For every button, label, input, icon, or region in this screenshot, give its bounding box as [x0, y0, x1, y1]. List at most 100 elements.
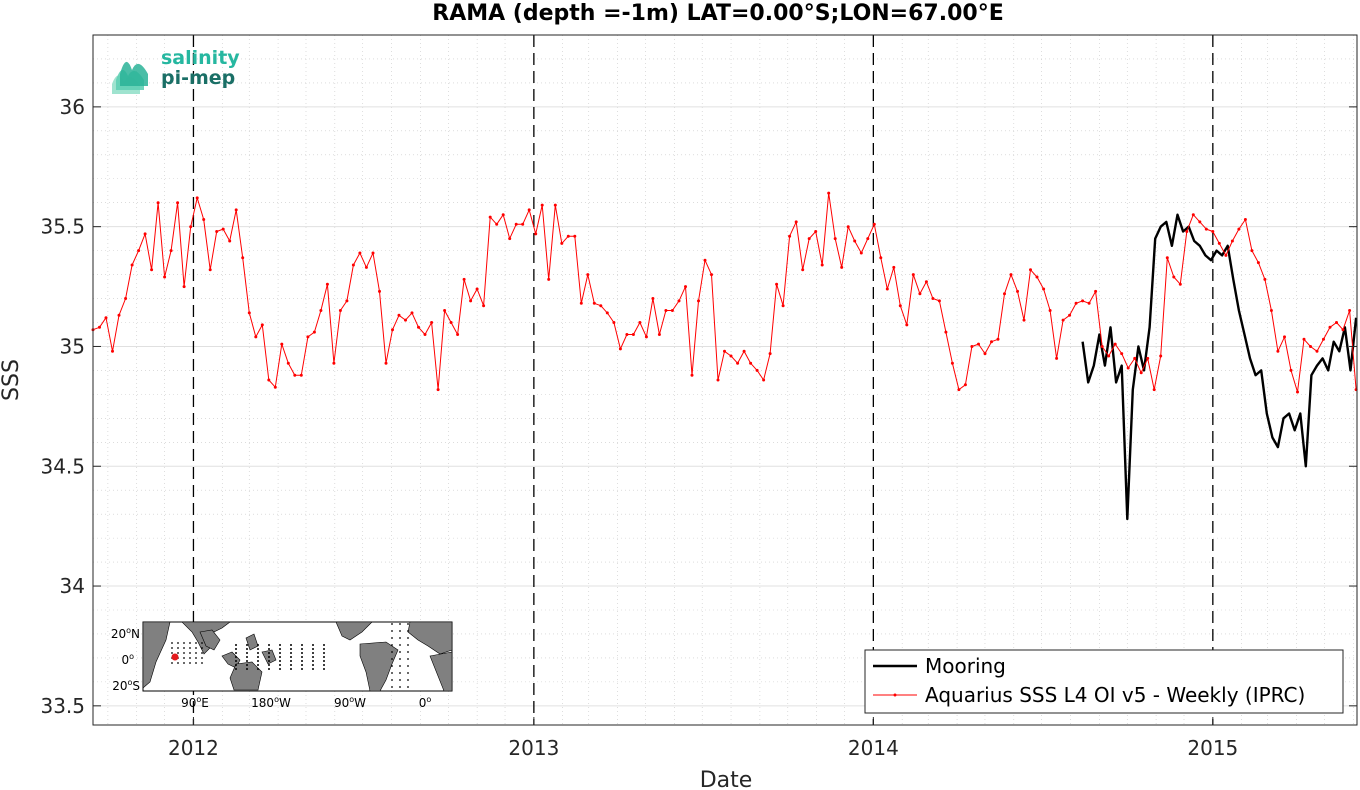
aquarius-point — [1048, 309, 1052, 312]
aquarius-point — [996, 337, 1000, 341]
aquarius-point — [312, 330, 316, 334]
inset-map-station — [399, 686, 401, 688]
inset-map-station — [407, 644, 409, 646]
inset-map-station — [399, 672, 401, 674]
inset-map-station — [235, 648, 237, 650]
aquarius-point — [1237, 227, 1241, 231]
aquarius-point — [475, 287, 479, 291]
aquarius-point — [241, 256, 245, 260]
inset-map-station — [323, 660, 325, 662]
aquarius-point — [430, 321, 434, 324]
aquarius-point — [586, 273, 590, 277]
inset-map-station — [183, 642, 185, 644]
inset-map-station — [323, 668, 325, 670]
x-tick-label: 2012 — [168, 736, 219, 760]
aquarius-point — [1302, 337, 1306, 341]
inset-map-station — [177, 652, 179, 654]
aquarius-point — [417, 325, 420, 329]
aquarius-point — [117, 313, 121, 317]
aquarius-point — [553, 203, 557, 207]
aquarius-point — [775, 282, 779, 286]
aquarius-point — [983, 352, 987, 356]
aquarius-point — [866, 237, 870, 241]
y-tick-label: 34.5 — [40, 454, 85, 478]
aquarius-point — [1335, 321, 1338, 324]
aquarius-point — [456, 333, 460, 336]
aquarius-point — [788, 234, 792, 238]
inset-map-station — [246, 644, 248, 646]
aquarius-point — [1139, 371, 1143, 375]
inset-map-land — [142, 621, 453, 692]
inset-map-station — [301, 660, 303, 662]
aquarius-point — [1341, 328, 1345, 332]
y-axis-label: SSS — [0, 359, 24, 401]
inset-map-station — [301, 648, 303, 650]
inset-map-station — [171, 647, 173, 649]
aquarius-point — [228, 239, 232, 243]
aquarius-point — [1003, 292, 1006, 296]
aquarius-point — [1042, 287, 1046, 291]
aquarius-point — [150, 268, 154, 272]
aquarius-point — [573, 234, 577, 238]
inset-map-station — [195, 662, 197, 664]
aquarius-point — [234, 208, 238, 212]
aquarius-point — [684, 285, 687, 289]
chart-title: RAMA (depth =-1m) LAT=0.00°S;LON=67.00°E — [432, 1, 1003, 26]
aquarius-point — [657, 333, 661, 336]
inset-map-station — [323, 644, 325, 646]
inset-map-station — [391, 637, 393, 639]
inset-map-station — [189, 652, 191, 654]
y-tick-label: 35.5 — [40, 215, 85, 239]
inset-map-station — [268, 648, 270, 650]
inset-map-station — [290, 652, 292, 654]
aquarius-point — [872, 222, 876, 226]
aquarius-point — [221, 227, 225, 231]
aquarius-point — [638, 321, 642, 324]
aquarius-point — [124, 297, 128, 300]
legend: Mooring Aquarius SSS L4 OI v5 - Weekly (… — [864, 649, 1344, 714]
aquarius-point — [527, 208, 531, 212]
inset-map-station — [171, 652, 173, 654]
inset-map-landmass — [335, 621, 373, 641]
map-lon-label: 90oW — [334, 695, 366, 710]
inset-map-station — [290, 644, 292, 646]
inset-map-station — [279, 656, 281, 658]
inset-map-station — [257, 648, 259, 650]
aquarius-point — [853, 239, 857, 243]
inset-map-station — [268, 668, 270, 670]
inset-map-station — [391, 623, 393, 625]
inset-map-station — [195, 657, 197, 659]
aquarius-point — [1081, 299, 1085, 303]
inset-map-station — [399, 665, 401, 667]
aquarius-point — [1029, 268, 1032, 272]
inset-map-station — [391, 644, 393, 646]
aquarius-point — [814, 230, 818, 233]
aquarius-point — [137, 249, 141, 253]
y-tick-label: 35 — [60, 334, 85, 358]
inset-map-station — [195, 652, 197, 654]
inset-map-station — [312, 652, 314, 654]
inset-map-station — [407, 679, 409, 681]
logo-pimep-text: pi-mep — [161, 67, 235, 89]
inset-map-landmass — [199, 629, 221, 651]
aquarius-point — [664, 309, 668, 312]
aquarius-point — [254, 335, 258, 339]
inset-map-station — [235, 668, 237, 670]
aquarius-point — [631, 333, 635, 336]
inset-map-station — [183, 647, 185, 649]
y-tick-label: 33.5 — [40, 694, 85, 718]
aquarius-point — [482, 304, 486, 308]
aquarius-point — [710, 273, 713, 277]
inset-map-station — [257, 664, 259, 666]
aquarius-point — [514, 222, 518, 226]
inset-map-station — [312, 656, 314, 658]
aquarius-point — [579, 301, 583, 305]
inset-map-station — [189, 657, 191, 659]
inset-map-station — [246, 648, 248, 650]
inset-map-station — [189, 647, 191, 649]
aquarius-point — [1309, 345, 1312, 348]
inset-map-station — [201, 652, 203, 654]
inset-map-station — [407, 623, 409, 625]
inset-map-station — [257, 656, 259, 658]
